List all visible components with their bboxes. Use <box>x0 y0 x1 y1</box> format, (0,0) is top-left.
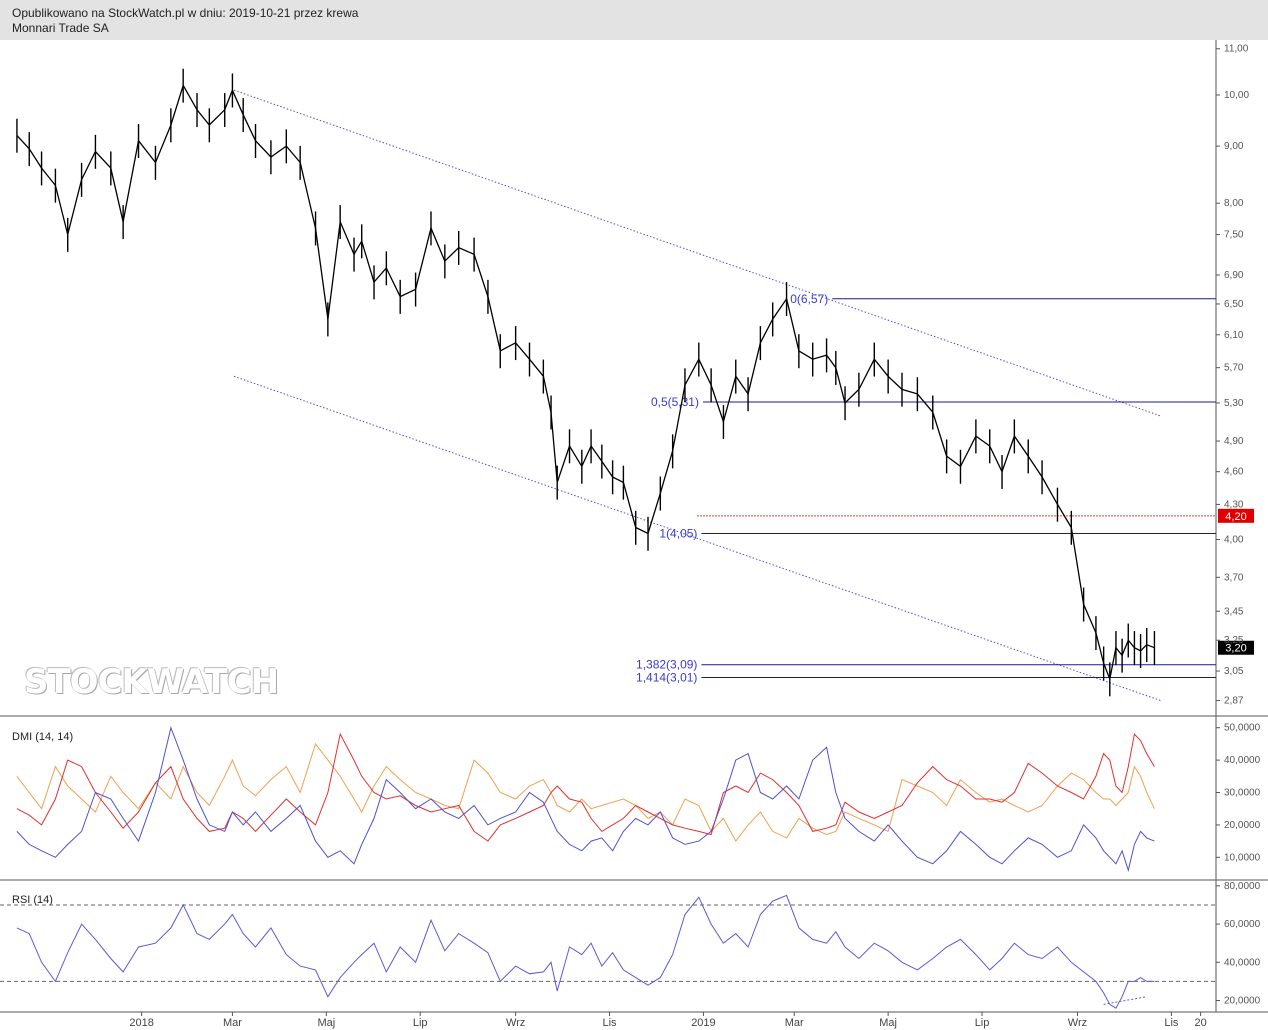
fib-label: 1,382(3,09) <box>636 658 697 672</box>
price-tick-label: 5,70 <box>1224 363 1244 374</box>
x-tick-label: 2019 <box>691 1017 715 1029</box>
axes: 11,00 10,00 9,00 8,00 7,50 6,90 6,50 6,10 5,70 5,… <box>129 44 1260 1029</box>
price-tick-label: 3,45 <box>1224 606 1244 617</box>
x-tick-label: 2018 <box>129 1017 153 1029</box>
channel-line <box>233 375 1161 702</box>
rsi-tick-label: 60,0000 <box>1224 919 1261 930</box>
fib-label: 0(6,57) <box>790 292 828 306</box>
price-tick-label: 4,60 <box>1224 467 1244 478</box>
price-tick-label: 5,30 <box>1224 398 1244 409</box>
x-tick-label: 20 <box>1194 1017 1206 1029</box>
x-tick-label: Wrz <box>506 1017 525 1029</box>
price-tick-label: 3,25 <box>1224 635 1244 646</box>
dmi-tick-label: 50,0000 <box>1224 723 1261 734</box>
watermark-text: STOCKWATCH <box>24 662 279 702</box>
rsi-tick-label: 40,0000 <box>1224 957 1261 968</box>
level-badge-label: 4,20 <box>1225 511 1246 523</box>
x-tick-label: Maj <box>879 1017 897 1029</box>
rsi-trendline <box>1103 996 1147 1005</box>
fib-label: 1,414(3,01) <box>636 670 697 684</box>
chart-frame <box>0 40 1268 1013</box>
x-tick-label: Wrz <box>1068 1017 1087 1029</box>
channel-line <box>233 89 1161 417</box>
fib-label: 1(4,05) <box>659 526 697 540</box>
channel-lines <box>233 89 1161 702</box>
x-tick-label: Lis <box>1164 1017 1179 1029</box>
x-tick-label: Maj <box>317 1017 335 1029</box>
price-line <box>16 83 1155 682</box>
price-tick-label: 4,90 <box>1224 436 1244 447</box>
dmi-tick-label: 30,0000 <box>1224 788 1261 799</box>
dmi-series-0 <box>16 742 1155 843</box>
price-tick-label: 11,00 <box>1224 44 1249 55</box>
price-tick-label: 6,90 <box>1224 270 1244 281</box>
price-tick-label: 6,50 <box>1224 299 1244 310</box>
stockwatch-watermark: STOCKWATCH <box>18 662 279 702</box>
x-tick-label: Lis <box>603 1017 618 1029</box>
dmi-tick-label: 10,0000 <box>1224 852 1261 863</box>
price-tick-label: 4,30 <box>1224 499 1244 510</box>
rsi-title: RSI (14) <box>12 894 53 906</box>
rsi-tick-label: 20,0000 <box>1224 996 1261 1007</box>
x-tick-label: Mar <box>785 1017 804 1029</box>
price-tick-label: 9,00 <box>1224 141 1244 152</box>
price-series: 3,20 <box>16 68 1254 697</box>
x-tick-label: Lip <box>413 1017 428 1029</box>
fib-label: 0,5(5,31) <box>651 395 699 409</box>
dmi-panel: DMI (14, 14) <box>12 726 1155 873</box>
instrument-name: Monnari Trade SA <box>12 21 109 35</box>
level-badge <box>1218 508 1254 523</box>
rsi-line <box>16 894 1155 1009</box>
header-bar: Opublikowano na StockWatch.pl w dniu: 20… <box>0 0 1268 40</box>
price-tick-label: 7,50 <box>1224 230 1244 241</box>
price-tick-label: 10,00 <box>1224 90 1249 101</box>
price-tick-label: 3,70 <box>1224 572 1244 583</box>
dmi-title: DMI (14, 14) <box>12 731 73 743</box>
rsi-panel: RSI (14) <box>0 894 1216 1009</box>
dmi-tick-label: 40,0000 <box>1224 755 1261 766</box>
current-price-badge <box>1218 640 1254 655</box>
rsi-tick-label: 80,0000 <box>1224 881 1261 892</box>
publication-info: Opublikowano na StockWatch.pl w dniu: 20… <box>12 6 359 20</box>
price-tick-label: 2,87 <box>1224 696 1244 707</box>
current-price-label: 3,20 <box>1225 643 1246 655</box>
dmi-series-1 <box>16 732 1155 842</box>
price-tick-label: 8,00 <box>1224 198 1244 209</box>
price-tick-label: 6,10 <box>1224 330 1244 341</box>
dmi-tick-label: 20,0000 <box>1224 820 1261 831</box>
fibonacci-levels: 0(6,57) 0,5(5,31) 1(4,05) 1,382(3,09)1,414(… <box>636 292 1254 684</box>
price-tick-label: 4,00 <box>1224 534 1244 545</box>
x-tick-label: Lip <box>975 1017 990 1029</box>
price-tick-label: 3,05 <box>1224 666 1244 677</box>
x-tick-label: Mar <box>223 1017 242 1029</box>
dmi-series-2 <box>16 726 1155 873</box>
